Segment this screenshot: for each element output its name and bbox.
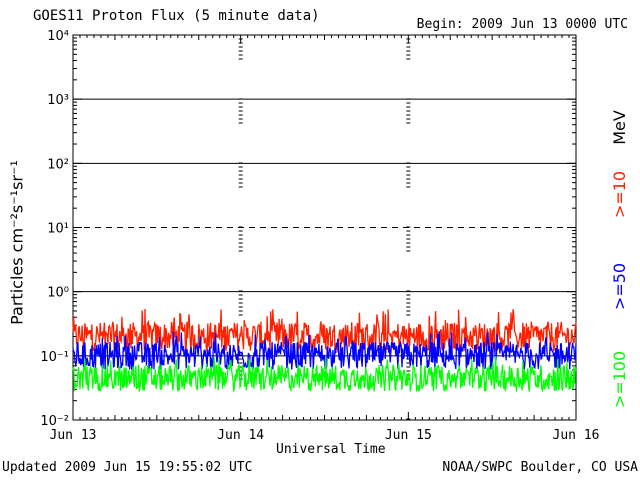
y-tick-label: 10³ (47, 93, 69, 108)
unit-label: MeV (609, 110, 629, 145)
begin-time: Begin: 2009 Jun 13 0000 UTC (416, 17, 628, 32)
y-tick-label: 10⁴ (47, 29, 69, 44)
x-axis-label: Universal Time (276, 442, 386, 457)
y-tick-label: 10⁻¹ (40, 350, 69, 365)
credit-line: NOAA/SWPC Boulder, CO USA (442, 460, 638, 475)
series-line-2 (72, 356, 577, 393)
y-tick-label: 10⁰ (47, 286, 69, 301)
legend-ge100: >=100 (610, 350, 630, 409)
y-tick-label: 10⁻² (40, 414, 69, 429)
y-tick-label: 10² (47, 157, 69, 172)
x-tick-label: Jun 13 (50, 428, 97, 443)
x-tick-label: Jun 16 (553, 428, 600, 443)
legend-ge10: >=10 (610, 170, 630, 219)
x-tick-label: Jun 15 (385, 428, 432, 443)
y-tick-label: 10¹ (47, 222, 69, 237)
legend-ge50: >=50 (610, 262, 630, 311)
x-tick-label: Jun 14 (217, 428, 264, 443)
chart-title: GOES11 Proton Flux (5 minute data) (33, 8, 320, 24)
series-line-0 (72, 308, 577, 354)
updated-timestamp: Updated 2009 Jun 15 19:55:02 UTC (2, 460, 253, 475)
